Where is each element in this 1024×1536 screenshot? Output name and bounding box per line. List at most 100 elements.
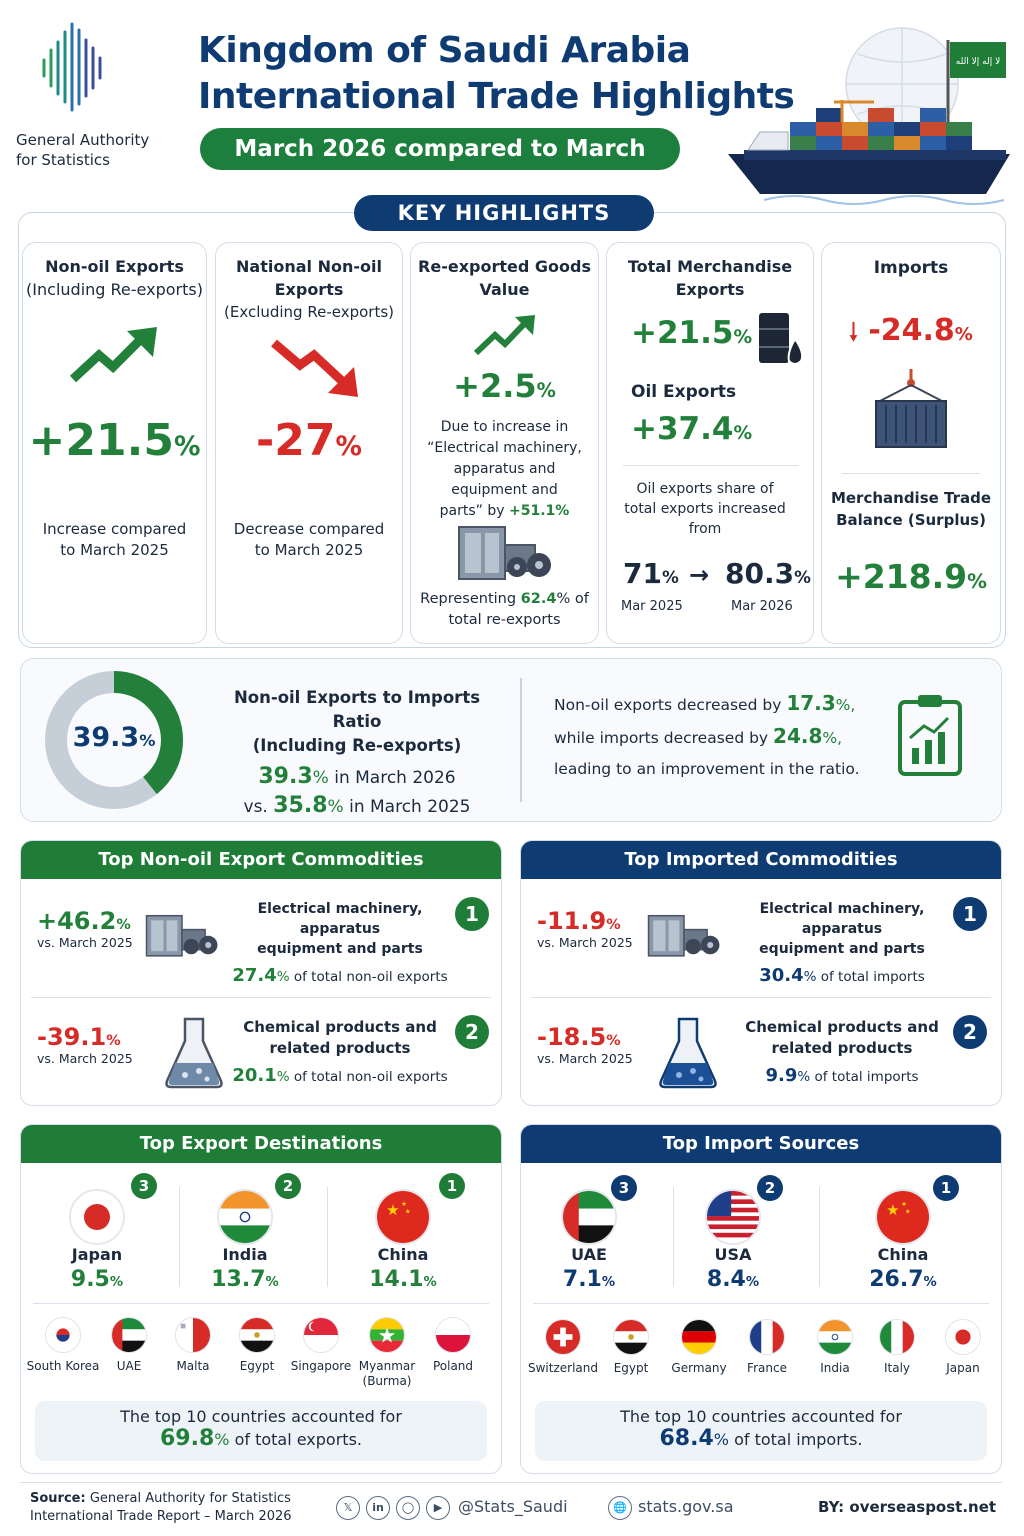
- to-label: Mar 2026: [731, 599, 793, 614]
- gastat-logo-icon: [42, 22, 102, 112]
- myanmar-flag-icon: ★: [369, 1317, 405, 1353]
- uae-flag-icon: [111, 1317, 147, 1353]
- youtube-icon[interactable]: ▶: [426, 1496, 450, 1520]
- ratio-current-value: 39.3: [258, 764, 313, 789]
- title-line-2: International Trade Highlights: [198, 76, 795, 117]
- china-flag-icon: ★ ★★: [375, 1189, 431, 1245]
- desc-line-1: Due to increase in: [440, 419, 569, 435]
- divider: [520, 678, 522, 802]
- rep-line-2: total re-exports: [448, 612, 561, 628]
- commodity-info: Chemical products and related products 9…: [727, 1017, 957, 1086]
- card-title-line-3: (Excluding Re-exports): [224, 303, 394, 321]
- card-title-line-2: (Including Re-exports): [26, 280, 203, 299]
- switzerland-flag-icon: [545, 1319, 581, 1355]
- share-line-1: Oil exports share of: [636, 481, 774, 497]
- logo-line-2: for Statistics: [16, 151, 110, 169]
- pct: %: [601, 1275, 616, 1290]
- instagram-icon[interactable]: ◯: [396, 1496, 420, 1520]
- source-label: Source:: [30, 1491, 86, 1506]
- summary-line-1: The top 10 countries accounted for: [620, 1407, 902, 1426]
- country-value: 8.4%: [673, 1267, 793, 1292]
- south-korea-flag-icon: [45, 1317, 81, 1353]
- commodity-name-2: related products: [771, 1039, 913, 1057]
- rank-badge: 1: [953, 897, 987, 931]
- ratio-text: Non-oil Exports to Imports Ratio (Includ…: [212, 686, 502, 818]
- card-national-nonoil: National Non-oil Exports (Excluding Re-e…: [215, 242, 403, 644]
- share-value: 9.9: [765, 1065, 798, 1086]
- rank-badge: 1: [455, 897, 489, 931]
- change-vs: vs. March 2025: [37, 935, 133, 950]
- value-pct: %: [536, 379, 556, 402]
- linkedin-icon[interactable]: in: [366, 1496, 390, 1520]
- exp-value: 17.3: [786, 691, 836, 715]
- trade-balance-value: +218.9%: [822, 557, 1000, 596]
- card-representing: Representing 62.4% of total re-exports: [411, 589, 598, 631]
- pct: %: [745, 1275, 760, 1290]
- social-handle[interactable]: @Stats_Saudi: [458, 1497, 568, 1516]
- value-pct: %: [173, 431, 201, 462]
- website-link[interactable]: stats.gov.sa: [638, 1497, 734, 1516]
- country-value: 9.5%: [37, 1267, 157, 1292]
- clipboard-chart-icon: [898, 695, 962, 776]
- card-imports: Imports 🠓 -24.8% Merchandise Trade Balan…: [821, 242, 1001, 644]
- value-pct: %: [967, 570, 987, 593]
- card-total-merchandise: Total Merchandise Exports +21.5% Oil Exp…: [606, 242, 814, 644]
- card-value: +21.5%: [23, 415, 206, 466]
- period-pill: March 2026 compared to March 2025: [200, 128, 680, 204]
- summary-line-2: of total imports.: [734, 1430, 863, 1449]
- commodity-info: Electrical machinery, apparatus equipmen…: [225, 899, 455, 986]
- commodity-name-1: Electrical machinery, apparatus: [257, 901, 423, 937]
- note-line-2: to March 2025: [60, 541, 169, 559]
- vs-label: vs.: [243, 797, 268, 817]
- import-commodities-panel: Top Imported Commodities -11.9% vs. Marc…: [520, 840, 1002, 1106]
- share-from: 71%: [623, 557, 679, 590]
- ratio-section: [20, 658, 1002, 822]
- commodity-info: Electrical machinery, apparatus equipmen…: [727, 899, 957, 986]
- import-summary: The top 10 countries accounted for 68.4%…: [535, 1401, 987, 1461]
- panel-heading: Top Export Destinations: [21, 1125, 501, 1163]
- card-description: Due to increase in “Electrical machinery…: [411, 417, 598, 522]
- divider: [327, 1187, 328, 1287]
- country-value: 26.7%: [843, 1267, 963, 1292]
- egypt-flag-icon: [239, 1317, 275, 1353]
- ratio-previous: vs. 35.8% in March 2025: [212, 793, 502, 818]
- pct: %: [327, 797, 344, 817]
- source-text: General Authority for Statistics: [89, 1491, 291, 1506]
- summary-line-1: The top 10 countries accounted for: [120, 1407, 402, 1426]
- rank-badge: 2: [455, 1015, 489, 1049]
- commodity-change: +46.2% vs. March 2025: [37, 907, 133, 950]
- x-icon[interactable]: 𝕏: [336, 1496, 360, 1520]
- country-name: Japan: [71, 1245, 123, 1264]
- footer-source: Source: General Authority for Statistics…: [30, 1490, 292, 1526]
- desc-line-2: “Electrical machinery,: [427, 440, 582, 456]
- pct: %: [423, 1275, 437, 1290]
- value-number: 8.4: [706, 1267, 746, 1292]
- share-line-3: from: [688, 521, 722, 537]
- rank-badge: 3: [611, 1175, 637, 1201]
- exp-line-3: leading to an improvement in the ratio.: [554, 760, 860, 778]
- share-value: 20.1: [232, 1065, 277, 1086]
- country-name: South Korea: [26, 1359, 100, 1373]
- trend-down-icon: [271, 339, 358, 397]
- divider: [31, 997, 491, 998]
- card-value: +21.5%: [631, 315, 752, 351]
- page-title: Kingdom of Saudi Arabia International Tr…: [198, 28, 795, 120]
- card-value: -27%: [216, 415, 402, 466]
- ratio-previous-text: in March 2025: [349, 797, 471, 817]
- exp-line-2: while imports decreased by 24.8%,: [554, 721, 874, 754]
- pct: %: [923, 1275, 937, 1290]
- value-number: -24.8: [868, 313, 955, 348]
- country-name: UAE: [116, 1359, 142, 1373]
- divider: [531, 997, 991, 998]
- title-line-1: Kingdom of Saudi Arabia: [198, 30, 691, 71]
- country-name: Switzerland: [528, 1361, 598, 1375]
- desc-text: parts” by: [439, 503, 505, 519]
- card-title: National Non-oil Exports (Excluding Re-e…: [216, 255, 402, 324]
- globe-icon: 🌐: [608, 1496, 632, 1520]
- pct: %: [276, 969, 290, 985]
- oil-exports-label: Oil Exports: [631, 382, 737, 402]
- pct: %: [606, 1033, 621, 1049]
- share-text: of total non-oil exports: [293, 969, 448, 985]
- divider: [819, 1187, 820, 1287]
- pct: %: [109, 1275, 124, 1290]
